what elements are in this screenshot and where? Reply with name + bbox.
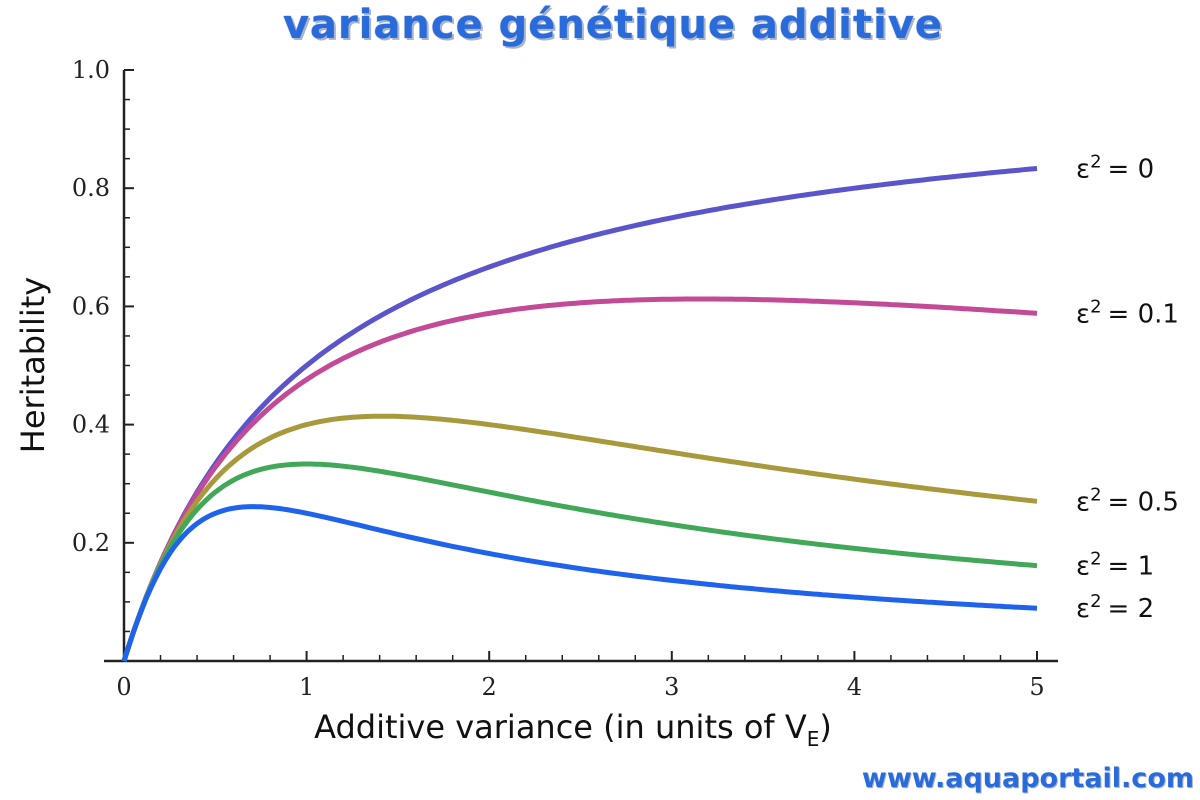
series-label-superscript: 2 bbox=[1090, 484, 1101, 505]
series-label-symbol: ε bbox=[1076, 552, 1090, 582]
series-label-symbol: ε bbox=[1076, 299, 1090, 329]
series-label-symbol: ε bbox=[1076, 594, 1090, 624]
chart-title: variance génétique additive bbox=[282, 2, 944, 48]
x-tick-label: 2 bbox=[482, 673, 497, 701]
x-axis-title-subscript: E bbox=[807, 727, 820, 751]
y-tick-label: 0.2 bbox=[72, 529, 110, 557]
series-label-value: = 1 bbox=[1108, 552, 1155, 582]
watermark: www.aquaportail.com bbox=[861, 763, 1194, 794]
x-tick-label: 4 bbox=[847, 673, 862, 701]
series-line bbox=[121, 296, 1038, 662]
series-label-value: = 0.5 bbox=[1108, 487, 1179, 517]
series-label-value: = 0 bbox=[1108, 155, 1155, 185]
x-axis-title-close: ) bbox=[819, 708, 831, 746]
series-label-superscript: 2 bbox=[1090, 152, 1101, 173]
series-label-value: = 0.1 bbox=[1108, 299, 1179, 329]
x-axis-title: Additive variance (in units of VE) bbox=[314, 708, 832, 751]
y-tick-label: 1.0 bbox=[72, 56, 110, 84]
x-tick-label: 0 bbox=[116, 673, 131, 701]
series-label-superscript: 2 bbox=[1090, 591, 1101, 612]
series-label-superscript: 2 bbox=[1090, 296, 1101, 317]
x-axis-title-text: Additive variance (in units of V bbox=[314, 708, 807, 746]
y-tick-label: 0.4 bbox=[72, 411, 110, 439]
y-tick-label: 0.6 bbox=[72, 292, 110, 320]
series-label-symbol: ε bbox=[1076, 155, 1090, 185]
series-line bbox=[121, 166, 1038, 662]
y-tick-label: 0.8 bbox=[72, 174, 110, 202]
series-label: ε2 = 0.5 bbox=[1076, 484, 1179, 517]
series-label: ε2 = 0.1 bbox=[1076, 296, 1179, 329]
series-label: ε2 = 2 bbox=[1076, 591, 1154, 624]
series-label: ε2 = 0 bbox=[1076, 152, 1154, 185]
series-line bbox=[121, 504, 1038, 662]
y-axis-title: Heritability bbox=[14, 277, 52, 453]
x-tick-label: 1 bbox=[299, 673, 314, 701]
series-label-symbol: ε bbox=[1076, 487, 1090, 517]
x-tick-label: 3 bbox=[664, 673, 679, 701]
series-label-superscript: 2 bbox=[1090, 549, 1101, 570]
x-tick-label: 5 bbox=[1029, 673, 1044, 701]
series-line bbox=[121, 413, 1038, 662]
series-label-value: = 2 bbox=[1108, 594, 1155, 624]
series-line bbox=[121, 461, 1038, 662]
series-label: ε2 = 1 bbox=[1076, 549, 1154, 582]
